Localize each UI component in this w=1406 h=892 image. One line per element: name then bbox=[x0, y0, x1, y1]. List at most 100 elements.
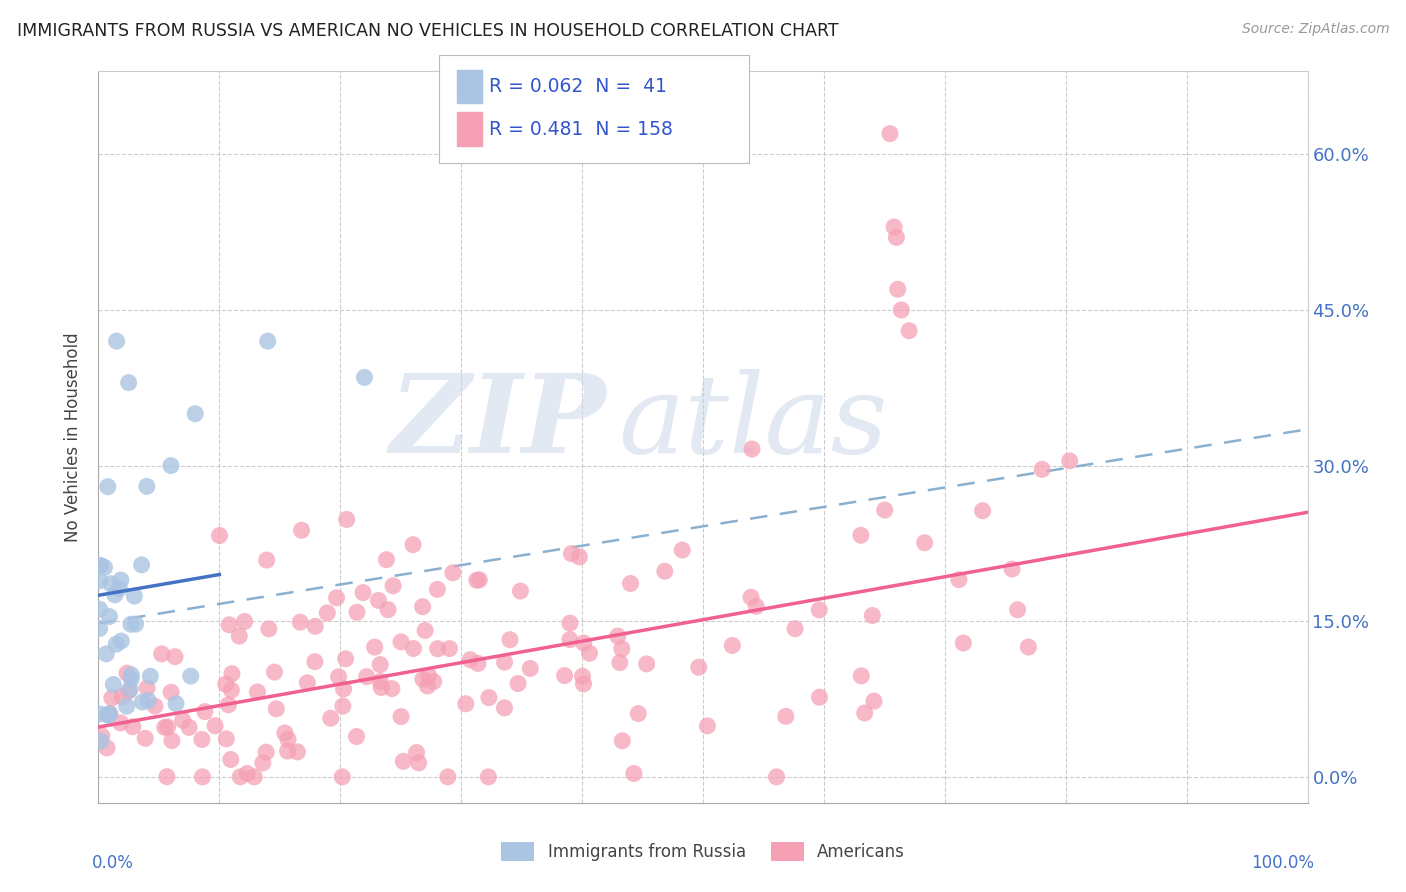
Text: R = 0.481  N = 158: R = 0.481 N = 158 bbox=[489, 120, 673, 139]
Point bbox=[105, 334, 128, 348]
Point bbox=[160, 458, 183, 473]
Text: 0.0%: 0.0% bbox=[93, 854, 134, 872]
Point bbox=[623, 766, 645, 780]
Point bbox=[266, 702, 288, 716]
Point bbox=[218, 617, 240, 632]
Point bbox=[217, 698, 239, 712]
Point bbox=[160, 733, 183, 747]
Point bbox=[98, 706, 121, 721]
Text: 100.0%: 100.0% bbox=[1250, 854, 1313, 872]
Point bbox=[558, 632, 581, 647]
Legend: Immigrants from Russia, Americans: Immigrants from Russia, Americans bbox=[494, 835, 912, 868]
Point bbox=[336, 512, 359, 526]
Point bbox=[509, 584, 531, 599]
Point bbox=[254, 745, 277, 759]
Point bbox=[98, 706, 121, 721]
Point bbox=[405, 746, 427, 760]
Point bbox=[319, 711, 342, 725]
Point bbox=[883, 219, 905, 234]
Point bbox=[412, 672, 434, 686]
Point bbox=[219, 752, 242, 766]
Point bbox=[124, 617, 146, 632]
Point bbox=[863, 694, 886, 708]
Point bbox=[179, 721, 201, 735]
Point bbox=[105, 637, 128, 651]
Point bbox=[277, 744, 299, 758]
Point bbox=[413, 624, 436, 638]
Point bbox=[367, 593, 389, 607]
Point bbox=[135, 479, 157, 493]
Point bbox=[89, 558, 111, 573]
Point bbox=[325, 591, 347, 605]
Point bbox=[243, 770, 266, 784]
Point bbox=[89, 706, 111, 721]
Point bbox=[454, 697, 477, 711]
Point bbox=[100, 576, 122, 591]
Point bbox=[696, 719, 718, 733]
Point bbox=[1059, 454, 1081, 468]
Point bbox=[721, 639, 744, 653]
Point bbox=[120, 672, 142, 686]
Point bbox=[808, 603, 831, 617]
Point bbox=[416, 679, 439, 693]
Point bbox=[568, 549, 591, 564]
Point bbox=[849, 528, 872, 542]
Point bbox=[741, 442, 763, 456]
Point bbox=[136, 681, 159, 695]
Text: ZIP: ZIP bbox=[389, 368, 606, 476]
Point bbox=[377, 602, 399, 616]
Point bbox=[389, 635, 412, 649]
Point bbox=[368, 674, 391, 689]
Point bbox=[627, 706, 650, 721]
Point bbox=[118, 376, 141, 390]
Point bbox=[277, 732, 299, 747]
Point bbox=[402, 538, 425, 552]
Point bbox=[139, 669, 162, 683]
Point bbox=[382, 579, 405, 593]
Point bbox=[120, 668, 142, 682]
Point bbox=[572, 677, 595, 691]
Point bbox=[578, 646, 600, 660]
Point bbox=[304, 655, 326, 669]
Point bbox=[636, 657, 658, 671]
Point bbox=[131, 695, 153, 709]
Point bbox=[316, 606, 339, 620]
Point bbox=[352, 585, 374, 599]
Point bbox=[208, 528, 231, 542]
Point bbox=[332, 699, 354, 714]
Point bbox=[606, 629, 628, 643]
Point bbox=[1007, 603, 1029, 617]
Point bbox=[402, 641, 425, 656]
Point bbox=[558, 616, 581, 631]
Point bbox=[335, 652, 357, 666]
Point bbox=[104, 588, 127, 602]
Point bbox=[90, 734, 112, 748]
Text: Source: ZipAtlas.com: Source: ZipAtlas.com bbox=[1241, 22, 1389, 37]
Point bbox=[194, 705, 217, 719]
Point bbox=[914, 535, 936, 549]
Point bbox=[256, 334, 278, 348]
Point bbox=[120, 682, 142, 697]
Point bbox=[115, 666, 138, 681]
Point bbox=[853, 706, 876, 720]
Point bbox=[972, 504, 994, 518]
Point bbox=[143, 699, 166, 714]
Text: atlas: atlas bbox=[619, 368, 889, 476]
Point bbox=[363, 640, 385, 654]
Point bbox=[381, 681, 404, 696]
Point bbox=[1031, 462, 1053, 476]
Point bbox=[426, 582, 449, 597]
Point bbox=[156, 720, 179, 734]
Point bbox=[287, 745, 309, 759]
Y-axis label: No Vehicles in Household: No Vehicles in Household bbox=[65, 332, 83, 542]
Point bbox=[150, 647, 173, 661]
Point bbox=[468, 573, 491, 587]
Point bbox=[111, 690, 134, 704]
Point bbox=[121, 720, 143, 734]
Point bbox=[108, 582, 131, 596]
Point bbox=[131, 558, 153, 572]
Point bbox=[441, 566, 464, 580]
Point bbox=[458, 653, 481, 667]
Point bbox=[110, 715, 132, 730]
Point bbox=[392, 754, 415, 768]
